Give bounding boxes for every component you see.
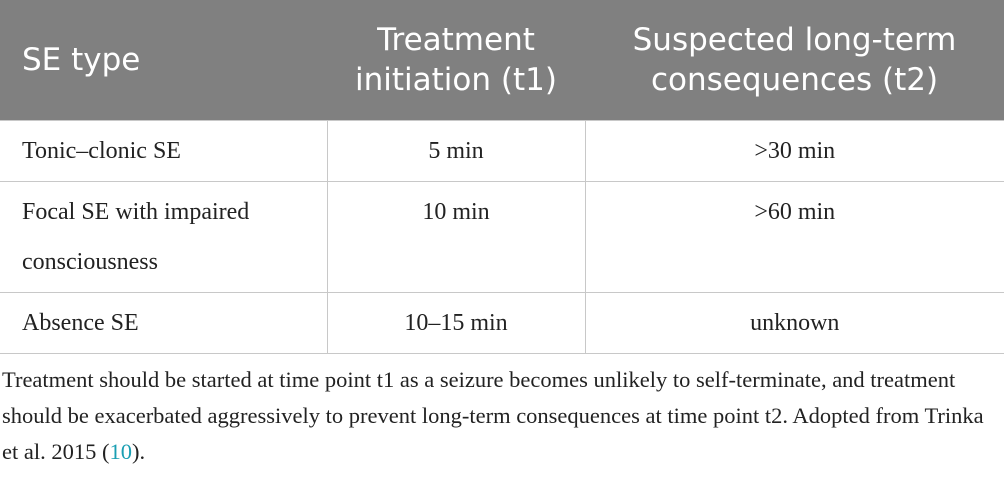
table-row: Focal SE with impaired consciousness 10 …: [0, 181, 1004, 293]
table-row: Absence SE 10–15 min unknown: [0, 292, 1004, 354]
cell: >30 min: [584, 120, 1004, 182]
citation-link[interactable]: 10: [109, 439, 132, 464]
header-cell: Treatment initiation (t1): [327, 0, 585, 121]
cell: 5 min: [326, 120, 586, 182]
cell: 10 min: [326, 181, 586, 293]
header-row: SE type Treatment initiation (t1) Suspec…: [0, 0, 1004, 121]
caption: Treatment should be started at time poin…: [0, 362, 1004, 470]
caption-text: ).: [131, 439, 146, 464]
table-row: Tonic–clonic SE 5 min >30 min: [0, 120, 1004, 182]
cell: Absence SE: [0, 292, 328, 354]
header-cell: Suspected long-term consequences (t2): [585, 0, 1004, 121]
cell: >60 min: [584, 181, 1004, 293]
header-cell: SE type: [0, 0, 327, 121]
caption-text: Treatment should be started at time poin…: [2, 367, 984, 464]
data-table: SE type Treatment initiation (t1) Suspec…: [0, 0, 1004, 354]
cell: Focal SE with impaired consciousness: [0, 181, 328, 293]
cell: Tonic–clonic SE: [0, 120, 328, 182]
cell: 10–15 min: [326, 292, 586, 354]
cell: unknown: [584, 292, 1004, 354]
